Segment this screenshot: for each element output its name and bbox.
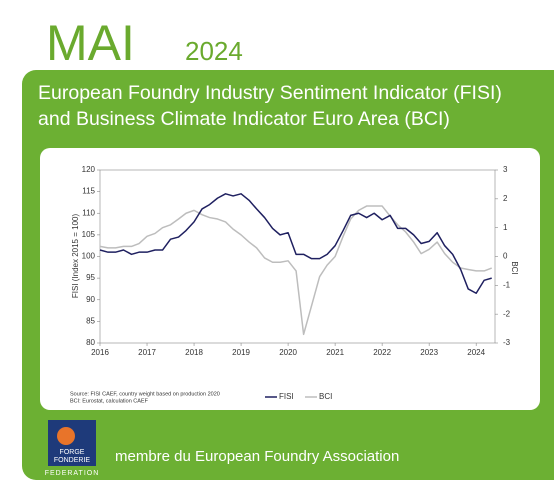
chart-title: and Business Climate Indicator Euro Area… xyxy=(38,108,450,130)
y-tick-label: 85 xyxy=(86,316,95,325)
y-tick-label: 110 xyxy=(82,208,95,217)
year: 2024 xyxy=(185,36,243,66)
source-note: BCI: Eurostat, calculation CAEF xyxy=(70,398,149,404)
x-tick-label: 2019 xyxy=(232,348,250,357)
series-line xyxy=(99,193,492,295)
x-tick-label: 2023 xyxy=(420,348,438,357)
y2-tick-label: -3 xyxy=(503,338,511,347)
y-axis-label: FISI (Index 2015 = 100) xyxy=(71,214,80,299)
y2-tick-label: 0 xyxy=(503,252,508,261)
logo-spark xyxy=(57,427,75,445)
y2-tick-label: 3 xyxy=(503,165,508,174)
legend-label: FISI xyxy=(279,392,294,401)
series-line xyxy=(99,205,492,336)
source-note: Source: FISI CAEF, country weight based … xyxy=(70,391,220,397)
y2-tick-label: 2 xyxy=(503,194,508,203)
x-tick-label: 2020 xyxy=(279,348,297,357)
x-tick-label: 2016 xyxy=(91,348,109,357)
legend-label: BCI xyxy=(319,392,332,401)
y2-tick-label: 1 xyxy=(503,223,508,232)
y-tick-label: 105 xyxy=(82,230,96,239)
logo-text: FORGE xyxy=(60,449,85,456)
logo-caption: FEDERATION xyxy=(45,470,100,477)
y2-axis-label: BCI xyxy=(510,261,519,274)
y2-tick-label: -2 xyxy=(503,309,511,318)
x-tick-label: 2017 xyxy=(138,348,156,357)
footer-text: membre du European Foundry Association xyxy=(115,448,399,465)
x-tick-label: 2018 xyxy=(185,348,203,357)
y-tick-label: 90 xyxy=(86,295,95,304)
x-tick-label: 2024 xyxy=(467,348,485,357)
y2-tick-label: -1 xyxy=(503,280,511,289)
chart-panel xyxy=(40,148,540,410)
y-tick-label: 95 xyxy=(86,273,95,282)
logo-text: FONDERIE xyxy=(54,457,91,464)
chart-title: European Foundry Industry Sentiment Indi… xyxy=(38,82,502,104)
month: MAI xyxy=(46,15,135,71)
y-tick-label: 80 xyxy=(86,338,95,347)
x-tick-label: 2021 xyxy=(326,348,344,357)
y-tick-label: 120 xyxy=(82,165,96,174)
y-tick-label: 100 xyxy=(82,252,96,261)
y-tick-label: 115 xyxy=(82,187,95,196)
x-tick-label: 2022 xyxy=(373,348,391,357)
logo xyxy=(48,420,96,466)
